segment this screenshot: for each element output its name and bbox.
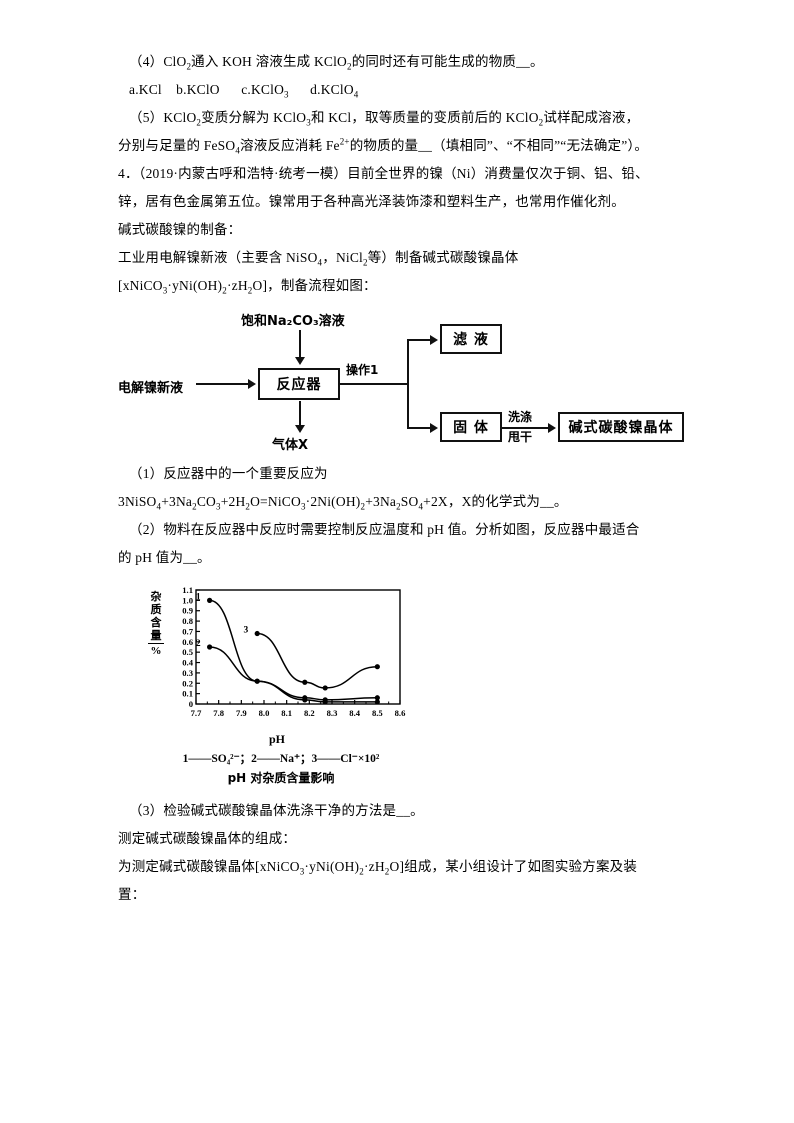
question-5-continued: 分别与足量的 FeSO4溶液反应消耗 Fe2+的物质的量__（填相同”、“不相同… [118,136,649,156]
chart-data-point [302,679,308,685]
chart-y-axis-unit: % [148,643,164,658]
flow-solid-box: 固 体 [440,412,502,442]
chart-x-tick: 8.4 [349,708,360,718]
chart-x-tick: 8.2 [304,708,315,718]
flow-split-trunk [340,383,408,385]
chart-data-point [254,630,260,637]
chart-x-axis-title: pH [268,732,285,746]
preparation-line-2: [xNiCO3·yNi(OH)2·zH2O]，制备流程如图： [118,278,377,296]
flow-reagent-label: 饱和Na₂CO₃溶液 [241,314,345,329]
chart-y-axis-label: 杂质含量 % [148,590,164,658]
flow-wash-label-2: 甩干 [508,430,533,444]
chart-y-tick: 0.3 [182,668,193,678]
chart-series-label: 2 [196,639,201,649]
chart-y-tick: 1.0 [182,595,193,605]
chart-data-point [374,664,380,670]
chemical-equation: 3NiSO4+3Na2CO3+2H2O=NiCO3·2Ni(OH)2+3Na2S… [118,494,568,512]
sub-question-2-line-2: 的 pH 值为__。 [118,550,211,565]
flow-arrow-filtrate-line [407,339,433,341]
chart-data-point [207,597,213,603]
chart-y-tick: 0.1 [182,689,193,699]
flow-arrow-solid-head [430,423,438,433]
chart-y-tick: 0.2 [182,678,193,688]
chart-x-tick: 7.7 [191,708,202,718]
problem-4-intro-line-2: 锌，居有色金属第五位。镍常用于各种高光泽装饰漆和塑料生产，也常用作催化剂。 [118,194,625,209]
chart-data-point [322,685,328,691]
chart-y-tick: 0.5 [182,647,193,657]
flow-arrow-reagent-line [299,330,301,358]
chart-x-tick: 8.3 [327,708,338,718]
flow-arrow-input-line [196,383,250,385]
chart-data-point [322,699,328,705]
flow-arrow-input-head [248,379,256,389]
flow-operation-label: 操作1 [346,363,379,377]
chart-x-tick: 8.0 [259,708,270,718]
sub-question-2-line-1: （2）物料在反应器中反应时需要控制反应温度和 pH 值。分析如图，反应器中最适合 [129,522,640,537]
chart-data-point [207,644,213,650]
document-body: （4）ClO2通入 KOH 溶液生成 KClO2的同时还有可能生成的物质__。 … [118,48,684,909]
flow-arrow-gas-head [295,425,305,433]
preparation-line-1: 工业用电解镍新液（主要含 NiSO4，NiCl2等）制备碱式碳酸镍晶体 [118,250,519,268]
chart-series-line [209,599,378,701]
flow-split-vertical [407,339,409,428]
chart-y-tick: 0.4 [182,658,193,668]
chart-y-tick: 0.9 [182,606,193,616]
ph-impurity-chart: 杂质含量 % 0 0.1 0.2 0.3 0.4 0.5 0.6 0.7 0.8 0.9 1.0 1.… [146,582,446,797]
composition-heading: 测定碱式碳酸镍晶体的组成： [118,831,297,846]
sub-question-3: （3）检验碱式碳酸镍晶体洗涤干净的方法是__。 [129,803,424,818]
sub-question-1: （1）反应器中的一个重要反应为 [129,466,328,481]
chart-plot-area: 00.10.20.30.40.50.60.70.80.91.01.1 7.7 7.8… [182,585,406,718]
flow-arrow-solid-line [407,427,433,429]
flow-product-box: 碱式碳酸镍晶体 [558,412,684,442]
composition-line-2: 置： [118,887,146,902]
chart-data-point [254,678,260,684]
chart-y-tick: 0.8 [182,616,193,626]
chart-x-tick: 8.1 [281,708,292,718]
chart-caption: pH 对杂质含量影响 [227,771,335,785]
chart-series-line [257,632,378,689]
question-4-stem: （4）ClO2通入 KOH 溶液生成 KClO2的同时还有可能生成的物质__。 [129,54,544,72]
flow-arrow-filtrate-head [430,335,438,345]
chart-data-point [374,695,380,701]
flow-arrow-product-line [502,427,550,429]
chart-y-tick: 0.7 [182,626,193,636]
chart-series-label: 3 [243,626,248,636]
chart-series-label: 1 [196,592,201,602]
flow-filtrate-box: 滤 液 [440,324,502,354]
chart-y-axis-text: 杂质含量 [150,590,162,642]
problem-4-intro-line-1: 4．（2019·内蒙古呼和浩特·统考一模）目前全世界的镍（Ni）消费量仅次于铜、… [118,166,649,181]
flow-input-label: 电解镍新液 [118,381,184,396]
flow-reactor-box: 反应器 [258,368,340,400]
chart-x-tick: 8.6 [395,708,406,718]
chart-y-tick: 1.1 [182,585,193,595]
chart-series-line [209,646,378,703]
chart-y-tick: 0.6 [182,637,193,647]
flow-arrow-gas-line [299,401,301,427]
composition-line-1: 为测定碱式碳酸镍晶体[xNiCO3·yNi(OH)2·zH2O]组成，某小组设计… [118,859,638,877]
question-4-options: a.KCl b.KClO c.KClO3 d.KClO4 [129,82,359,100]
preparation-flowchart: 饱和Na₂CO₃溶液 电解镍新液 反应器 气体X 操作1 滤 [118,308,684,460]
flow-arrow-product-head [548,423,556,433]
chart-data-point [374,699,380,705]
chart-legend: 1——SO₄²⁻；2——Na⁺；3——Cl⁻×10² [182,753,380,765]
chart-x-tick: 7.8 [213,708,224,718]
flow-gas-label: 气体X [272,438,309,453]
chart-y-tick: 0 [189,699,193,709]
flow-arrow-reagent-head [295,357,305,365]
flow-wash-label-1: 洗涤 [508,410,533,424]
preparation-heading: 碱式碳酸镍的制备： [118,222,242,237]
question-5-stem: （5）KClO2变质分解为 KClO3和 KCl，取等质量的变质前后的 KClO… [129,110,640,128]
chart-x-tick: 7.9 [236,708,247,718]
chart-data-point [302,697,308,703]
chart-x-tick: 8.5 [372,708,383,718]
